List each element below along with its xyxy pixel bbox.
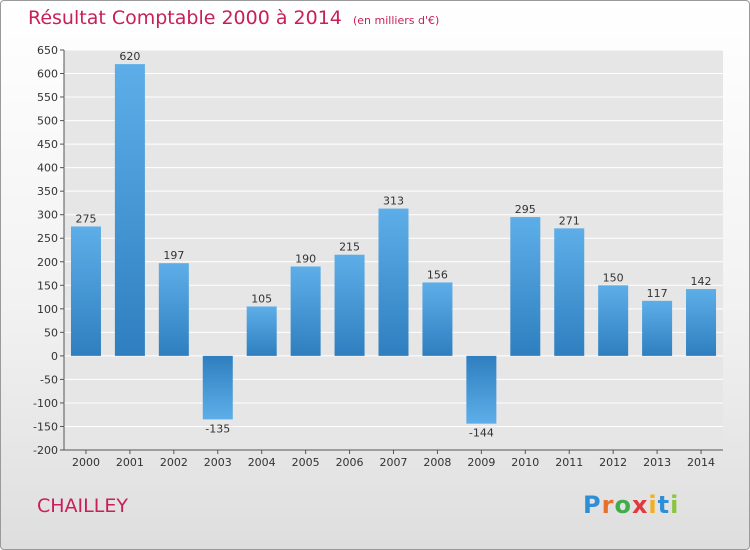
bar bbox=[202, 355, 233, 420]
data-label: 620 bbox=[119, 50, 140, 63]
data-label: 275 bbox=[75, 212, 96, 225]
y-tick-label: 100 bbox=[37, 303, 58, 316]
data-label: 295 bbox=[515, 203, 536, 216]
y-tick-label: -100 bbox=[33, 397, 58, 410]
y-tick-label: 150 bbox=[37, 279, 58, 292]
y-tick-label: -150 bbox=[33, 420, 58, 433]
data-label: 117 bbox=[647, 287, 668, 300]
x-tick-label: 2006 bbox=[336, 456, 364, 469]
data-label: 105 bbox=[251, 292, 272, 305]
x-tick-label: 2011 bbox=[555, 456, 583, 469]
x-tick-label: 2001 bbox=[116, 456, 144, 469]
x-tick-label: 2009 bbox=[467, 456, 495, 469]
y-tick-label: 250 bbox=[37, 232, 58, 245]
y-tick-label: 50 bbox=[44, 326, 58, 339]
data-label: 271 bbox=[559, 214, 580, 227]
bar bbox=[466, 355, 497, 424]
y-tick-label: 500 bbox=[37, 115, 58, 128]
y-tick-label: 350 bbox=[37, 185, 58, 198]
data-label: 142 bbox=[691, 275, 712, 288]
bar bbox=[598, 285, 629, 356]
y-tick-label: 600 bbox=[37, 68, 58, 81]
bar bbox=[686, 289, 717, 356]
x-tick-label: 2008 bbox=[423, 456, 451, 469]
x-tick-label: 2010 bbox=[511, 456, 539, 469]
title-row: Résultat Comptable 2000 à 2014 (en milli… bbox=[28, 7, 439, 29]
y-tick-label: 450 bbox=[37, 138, 58, 151]
y-tick-label: 200 bbox=[37, 256, 58, 269]
chart-title: Résultat Comptable 2000 à 2014 bbox=[28, 7, 342, 29]
proxiti-logo: Proxiti bbox=[583, 491, 680, 519]
unit-note: (en milliers d'€) bbox=[352, 14, 440, 27]
y-tick-label: 300 bbox=[37, 209, 58, 222]
x-tick-label: 2013 bbox=[643, 456, 671, 469]
data-label: 197 bbox=[163, 249, 184, 262]
bar bbox=[290, 266, 321, 356]
y-tick-label: 550 bbox=[37, 91, 58, 104]
bar bbox=[246, 306, 277, 356]
data-label: 313 bbox=[383, 195, 404, 208]
y-tick-label: -50 bbox=[40, 373, 58, 386]
y-tick-label: 400 bbox=[37, 162, 58, 175]
x-tick-label: 2005 bbox=[292, 456, 320, 469]
data-label: 215 bbox=[339, 241, 360, 254]
x-tick-label: 2012 bbox=[599, 456, 627, 469]
bar bbox=[114, 64, 145, 356]
y-tick-label: 0 bbox=[51, 350, 58, 363]
x-tick-label: 2004 bbox=[248, 456, 276, 469]
data-label: 190 bbox=[295, 252, 316, 265]
data-label: 156 bbox=[427, 268, 448, 281]
bar bbox=[554, 228, 585, 356]
bar bbox=[378, 208, 409, 356]
x-tick-label: 2002 bbox=[160, 456, 188, 469]
y-tick-label: -200 bbox=[33, 444, 58, 457]
x-tick-label: 2003 bbox=[204, 456, 232, 469]
x-tick-label: 2007 bbox=[380, 456, 408, 469]
data-label: -135 bbox=[205, 422, 230, 435]
data-label: -144 bbox=[469, 427, 494, 440]
x-tick-label: 2014 bbox=[687, 456, 715, 469]
bar bbox=[70, 226, 101, 356]
bar bbox=[510, 217, 541, 356]
bar bbox=[642, 300, 673, 356]
data-label: 150 bbox=[603, 271, 624, 284]
bar bbox=[334, 254, 365, 356]
place-name: CHAILLEY bbox=[37, 495, 128, 517]
bar bbox=[158, 263, 189, 356]
bar bbox=[422, 282, 453, 356]
x-tick-label: 2000 bbox=[72, 456, 100, 469]
y-tick-label: 650 bbox=[37, 44, 58, 57]
